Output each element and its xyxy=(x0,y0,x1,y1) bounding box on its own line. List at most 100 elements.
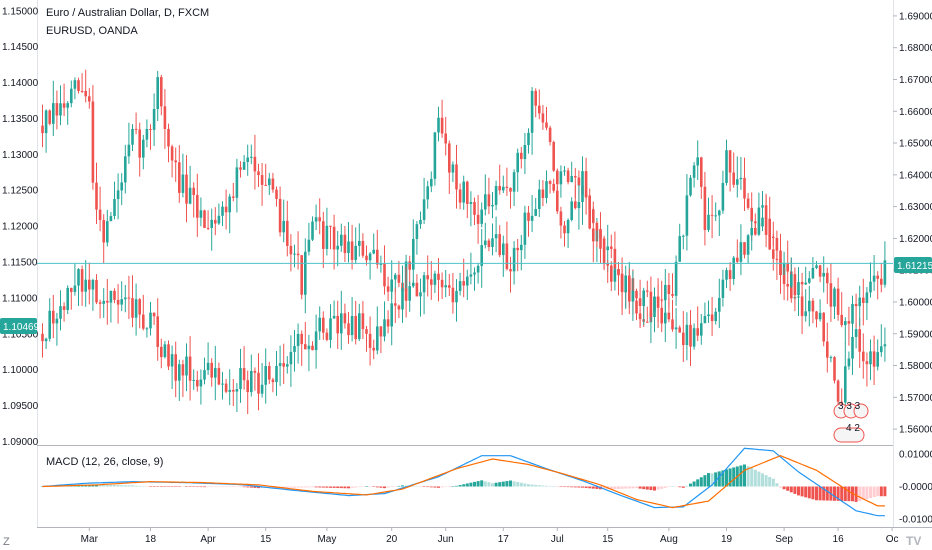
euraud-candle[interactable] xyxy=(430,279,433,285)
eurusd-candle[interactable] xyxy=(196,194,199,218)
signal-line[interactable] xyxy=(42,455,885,509)
euraud-candle[interactable] xyxy=(246,380,249,393)
eurusd-candle[interactable] xyxy=(228,196,231,213)
euraud-candle[interactable] xyxy=(91,279,95,290)
euraud-candle[interactable] xyxy=(728,270,732,280)
euraud-candle[interactable] xyxy=(397,305,401,310)
eurusd-candle[interactable] xyxy=(88,96,91,102)
euraud-candle[interactable] xyxy=(685,324,689,346)
euraud-candle[interactable] xyxy=(678,327,681,333)
eurusd-candle[interactable] xyxy=(458,189,462,203)
euraud-candle[interactable] xyxy=(232,389,235,392)
eurusd-candle[interactable] xyxy=(538,105,541,114)
euraud-candle[interactable] xyxy=(631,290,635,302)
euraud-candle[interactable] xyxy=(77,269,80,286)
euraud-candle[interactable] xyxy=(206,362,210,371)
euraud-candle[interactable] xyxy=(242,368,246,381)
euraud-candle[interactable] xyxy=(278,363,282,366)
eurusd-candle[interactable] xyxy=(725,150,728,183)
euraud-candle[interactable] xyxy=(772,249,775,259)
eurusd-candle[interactable] xyxy=(494,186,498,205)
eurusd-candle[interactable] xyxy=(192,187,195,195)
eurusd-candle[interactable] xyxy=(235,167,239,198)
euraud-candle[interactable] xyxy=(260,384,264,394)
eurusd-candle[interactable] xyxy=(95,182,98,210)
eurusd-candle[interactable] xyxy=(253,156,257,172)
eurusd-candle[interactable] xyxy=(408,261,411,270)
euraud-candle[interactable] xyxy=(628,275,631,302)
euraud-candle[interactable] xyxy=(167,344,170,367)
eurusd-candle[interactable] xyxy=(127,144,131,157)
euraud-candle[interactable] xyxy=(613,269,617,282)
eurusd-candle[interactable] xyxy=(170,146,174,161)
tradingview-logo-icon[interactable]: TV xyxy=(906,534,921,548)
eurusd-candle[interactable] xyxy=(415,224,419,239)
eurusd-candle[interactable] xyxy=(275,189,278,199)
eurusd-candle[interactable] xyxy=(840,401,843,403)
timezone-icon[interactable]: Z xyxy=(3,536,10,548)
euraud-candle[interactable] xyxy=(340,313,343,334)
eurusd-candle[interactable] xyxy=(718,210,721,216)
euraud-candle[interactable] xyxy=(448,285,451,288)
eurusd-candle[interactable] xyxy=(440,117,444,134)
eurusd-candle[interactable] xyxy=(692,165,696,178)
euraud-candle[interactable] xyxy=(538,189,541,210)
euraud-candle[interactable] xyxy=(116,299,120,305)
euraud-candle[interactable] xyxy=(545,181,548,199)
euraud-candle[interactable] xyxy=(725,270,728,280)
eurusd-candle[interactable] xyxy=(206,227,210,229)
euraud-candle[interactable] xyxy=(188,356,192,381)
eurusd-candle[interactable] xyxy=(876,352,879,367)
eurusd-candle[interactable] xyxy=(610,246,613,249)
eurusd-candle[interactable] xyxy=(473,202,476,215)
euraud-candle[interactable] xyxy=(275,365,278,383)
eurusd-candle[interactable] xyxy=(559,171,563,185)
eurusd-candle[interactable] xyxy=(422,199,426,220)
euraud-candle[interactable] xyxy=(476,265,480,273)
eurusd-candle[interactable] xyxy=(41,125,44,134)
eurusd-candle[interactable] xyxy=(55,103,59,116)
euraud-candle[interactable] xyxy=(761,205,764,208)
euraud-candle[interactable] xyxy=(422,275,426,293)
euraud-candle[interactable] xyxy=(818,265,822,277)
eurusd-candle[interactable] xyxy=(509,187,512,192)
euraud-candle[interactable] xyxy=(710,314,714,322)
euraud-candle[interactable] xyxy=(289,351,293,365)
euraud-candle[interactable] xyxy=(692,328,696,347)
euraud-candle[interactable] xyxy=(584,171,588,196)
euraud-candle[interactable] xyxy=(401,288,404,310)
eurusd-candle[interactable] xyxy=(689,177,692,196)
eurusd-candle[interactable] xyxy=(851,336,854,359)
eurusd-candle[interactable] xyxy=(167,128,170,147)
eurusd-candle[interactable] xyxy=(606,246,609,251)
euraud-candle[interactable] xyxy=(854,303,858,307)
euraud-candle[interactable] xyxy=(638,298,642,307)
euraud-candle[interactable] xyxy=(595,222,599,231)
euraud-candle[interactable] xyxy=(386,319,390,327)
euraud-candle[interactable] xyxy=(548,181,552,184)
euraud-candle[interactable] xyxy=(851,303,854,324)
eurusd-candle[interactable] xyxy=(185,174,188,204)
euraud-candle[interactable] xyxy=(156,316,159,347)
eurusd-candle[interactable] xyxy=(264,184,267,186)
eurusd-candle[interactable] xyxy=(224,206,228,213)
eurusd-candle[interactable] xyxy=(433,132,437,179)
euraud-candle[interactable] xyxy=(296,333,300,347)
euraud-candle[interactable] xyxy=(106,300,109,303)
euraud-candle[interactable] xyxy=(80,269,84,292)
euraud-candle[interactable] xyxy=(228,389,231,392)
euraud-candle[interactable] xyxy=(664,312,667,324)
eurusd-candle[interactable] xyxy=(728,150,732,173)
euraud-candle[interactable] xyxy=(466,276,469,286)
euraud-candle[interactable] xyxy=(113,290,116,300)
eurusd-candle[interactable] xyxy=(365,255,368,261)
euraud-candle[interactable] xyxy=(419,292,422,297)
eurusd-candle[interactable] xyxy=(700,157,703,187)
euraud-candle[interactable] xyxy=(800,281,804,285)
euraud-candle[interactable] xyxy=(250,370,253,393)
eurusd-candle[interactable] xyxy=(91,101,95,183)
euraud-candle[interactable] xyxy=(790,274,793,287)
euraud-candle[interactable] xyxy=(55,318,59,324)
euraud-candle[interactable] xyxy=(581,171,584,203)
euraud-candle[interactable] xyxy=(66,287,69,310)
